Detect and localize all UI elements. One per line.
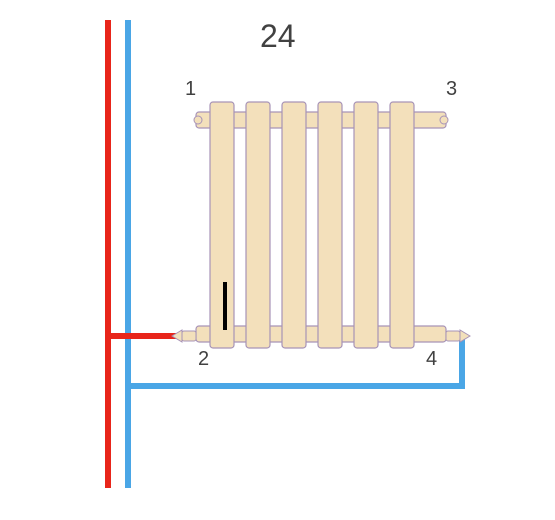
radiator-piping-diagram — [0, 0, 555, 515]
radiator-valve-left — [172, 330, 196, 342]
diagram-canvas: 24 1 3 2 4 — [0, 0, 555, 515]
radiator-column — [210, 102, 234, 348]
radiator-column — [390, 102, 414, 348]
port-label-3: 3 — [446, 78, 457, 101]
radiator-valve-right — [446, 330, 470, 342]
radiator-column — [282, 102, 306, 348]
diagram-title: 24 — [260, 18, 296, 55]
radiator-knob-tr — [440, 116, 448, 124]
port-label-4: 4 — [426, 348, 437, 371]
radiator-knob-tl — [194, 116, 202, 124]
port-label-2: 2 — [198, 348, 209, 371]
radiator-column — [246, 102, 270, 348]
radiator-column — [354, 102, 378, 348]
port-label-1: 1 — [185, 78, 196, 101]
radiator-columns — [210, 102, 414, 348]
radiator-column — [318, 102, 342, 348]
